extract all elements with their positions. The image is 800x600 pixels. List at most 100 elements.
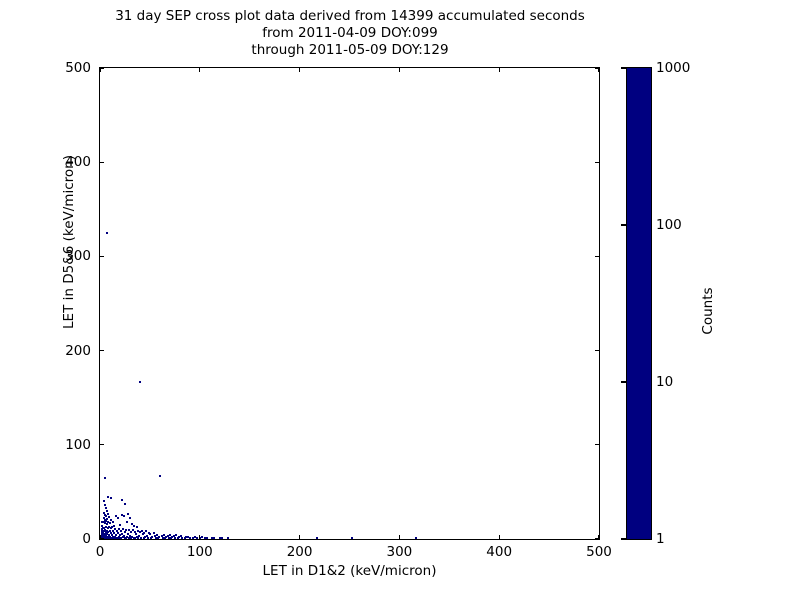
- data-point: [129, 531, 132, 534]
- data-point: [212, 537, 215, 539]
- data-point: [110, 537, 113, 539]
- x-axis-tick-top: [598, 67, 600, 72]
- data-point: [112, 537, 115, 539]
- data-point: [166, 535, 169, 538]
- y-axis-tick-label: 200: [65, 342, 91, 359]
- colorbar-title: Counts: [700, 287, 716, 335]
- data-point: [111, 530, 114, 533]
- y-axis-label: LET in D5&6 (keV/micron): [61, 155, 77, 329]
- data-point: [105, 509, 108, 512]
- data-point: [101, 526, 104, 529]
- data-point: [139, 537, 142, 539]
- data-point: [132, 524, 135, 527]
- data-point: [124, 528, 127, 531]
- data-point: [103, 476, 106, 479]
- data-point: [140, 529, 143, 532]
- y-axis-tick-label: 500: [65, 60, 91, 76]
- y-axis-tick: [99, 255, 104, 258]
- data-point: [126, 533, 129, 536]
- data-point: [114, 537, 117, 539]
- y-axis-tick-label: 100: [65, 436, 91, 453]
- data-point: [122, 515, 125, 518]
- data-point: [133, 531, 136, 534]
- data-point: [130, 522, 133, 525]
- x-axis-tick-top: [199, 67, 201, 72]
- x-axis-tick-label: 300: [386, 544, 413, 560]
- data-point: [167, 537, 170, 539]
- colorbar-tick-label: 100: [656, 217, 682, 233]
- data-point: [174, 534, 177, 537]
- data-point: [164, 536, 167, 539]
- x-axis-tick: [298, 535, 301, 540]
- data-point: [122, 535, 125, 538]
- data-point: [141, 533, 144, 536]
- data-point: [129, 537, 132, 539]
- data-point: [134, 533, 137, 536]
- chart-title-line-1: 31 day SEP cross plot data derived from …: [115, 8, 585, 24]
- data-point: [179, 535, 182, 538]
- data-point: [107, 534, 110, 537]
- data-point: [176, 537, 179, 539]
- data-point: [105, 533, 108, 536]
- data-point: [200, 536, 203, 539]
- x-axis-tick-top: [298, 67, 301, 72]
- data-point: [105, 529, 108, 532]
- data-point: [110, 534, 113, 537]
- data-point: [142, 537, 145, 539]
- data-point: [148, 533, 151, 536]
- data-point: [160, 535, 163, 538]
- data-point: [110, 525, 113, 528]
- data-point: [109, 519, 112, 522]
- data-point: [111, 521, 114, 524]
- data-point: [203, 537, 206, 539]
- data-point: [136, 529, 139, 532]
- data-point: [144, 530, 147, 533]
- data-point: [220, 537, 223, 539]
- y-axis-tick-right: [595, 67, 600, 69]
- y-axis-tick-right: [595, 161, 600, 163]
- data-point: [102, 537, 105, 539]
- data-point: [109, 496, 112, 499]
- y-axis-tick-label: 300: [65, 248, 91, 265]
- data-point: [168, 534, 171, 537]
- x-axis-tick-top: [398, 67, 401, 72]
- data-point: [149, 537, 152, 539]
- data-point: [103, 533, 106, 536]
- data-point: [125, 521, 128, 524]
- data-point: [105, 522, 108, 525]
- data-point: [184, 536, 187, 539]
- data-point: [103, 521, 106, 524]
- data-point: [163, 537, 166, 539]
- data-point: [195, 537, 198, 539]
- data-point: [183, 537, 186, 539]
- data-point: [226, 537, 229, 539]
- data-point: [107, 516, 110, 519]
- data-point: [106, 531, 109, 534]
- data-point: [104, 531, 107, 534]
- data-point: [101, 521, 103, 524]
- data-point: [180, 537, 183, 539]
- colorbar-tick: [621, 381, 626, 383]
- data-point: [104, 525, 107, 528]
- data-point: [154, 537, 157, 539]
- chart-title-line-2: from 2011-04-09 DOY:099: [262, 25, 438, 41]
- y-axis-tick-label: 400: [65, 154, 91, 171]
- chart-title-line-3: through 2011-05-09 DOY:129: [251, 42, 449, 58]
- data-point: [105, 518, 108, 521]
- colorbar-tick-label: 10: [656, 374, 674, 390]
- colorbar-tick: [621, 538, 626, 540]
- data-point: [114, 534, 117, 537]
- data-point: [127, 528, 130, 531]
- data-point: [106, 495, 109, 498]
- x-axis-tick: [598, 535, 600, 540]
- data-point: [138, 380, 141, 383]
- data-point: [109, 526, 112, 529]
- data-point: [104, 535, 107, 538]
- data-point: [142, 532, 145, 535]
- data-point: [153, 535, 156, 538]
- data-point: [101, 529, 104, 532]
- y-axis-tick: [99, 349, 104, 352]
- data-point: [136, 537, 139, 539]
- data-point: [130, 536, 133, 539]
- colorbar-tick: [621, 224, 626, 226]
